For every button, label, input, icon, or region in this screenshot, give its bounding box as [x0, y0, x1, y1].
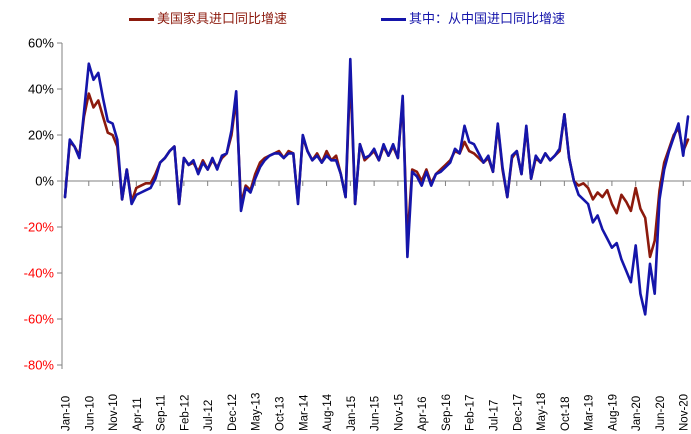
x-axis-tick-label: Jul-17	[489, 400, 501, 431]
y-axis-tick-label: -20%	[24, 220, 55, 235]
x-axis-tick-label: Oct-13	[275, 396, 287, 431]
x-axis-tick-label: Jan-15	[346, 396, 358, 431]
x-axis-tick-label: Feb-12	[179, 395, 191, 431]
x-axis-tick-label: Mar-19	[584, 395, 596, 431]
x-axis-tick-label: Jun-15	[370, 396, 382, 431]
red-line-swatch-icon	[129, 17, 154, 21]
y-axis-tick-label: 60%	[28, 36, 54, 51]
x-axis-tick-label: Jan-10	[61, 396, 73, 431]
series-line-china-imports	[63, 57, 690, 316]
x-axis-tick-label: Jul-12	[203, 400, 215, 431]
legend-item-china-imports: 其中：从中国进口同比增速	[381, 11, 565, 27]
y-axis-tick-label: 20%	[28, 128, 54, 143]
x-axis-tick-label: Jun-10	[84, 396, 96, 431]
y-axis-tick-label: 0%	[35, 174, 54, 189]
x-axis-tick-label: Jan-20	[631, 396, 643, 431]
x-axis-tick-label: Dec-12	[227, 394, 239, 431]
x-axis-tick-label: May-18	[536, 393, 548, 431]
x-axis-tick-label: May-13	[251, 393, 263, 431]
y-axis-tick-label: -60%	[24, 312, 55, 327]
y-axis-tick-label: 40%	[28, 82, 54, 97]
x-axis-tick-label: Nov-10	[108, 394, 120, 431]
x-axis-tick-label: Apr-16	[417, 396, 429, 431]
x-axis-tick-label: Aug-19	[607, 394, 619, 431]
legend-label-china-imports: 其中：从中国进口同比增速	[409, 11, 566, 26]
y-axis-tick-label: -40%	[24, 266, 55, 281]
legend-item-us-furniture-imports: 美国家具进口同比增速	[129, 11, 287, 27]
x-axis-tick-label: Sep-16	[441, 394, 453, 431]
legend-label-us-furniture-imports: 美国家具进口同比增速	[157, 11, 288, 26]
x-axis-tick-label: Nov-15	[393, 394, 405, 431]
x-axis-tick-label: Jun-20	[655, 396, 667, 431]
x-axis-tick-label: Apr-11	[132, 397, 144, 431]
x-axis-tick-label: Dec-17	[512, 394, 524, 431]
x-axis-tick-label: Aug-14	[322, 393, 334, 431]
blue-line-swatch-icon	[381, 17, 406, 21]
x-axis-tick-label: Nov-20	[679, 394, 691, 431]
x-axis-tick-label: Mar-14	[298, 394, 310, 431]
x-axis-tick-label: Feb-17	[465, 395, 477, 431]
x-axis-tick-label: Sep-11	[156, 395, 168, 431]
x-axis-tick-label: Oct-18	[560, 396, 572, 431]
y-axis-tick-label: -80%	[24, 358, 55, 373]
